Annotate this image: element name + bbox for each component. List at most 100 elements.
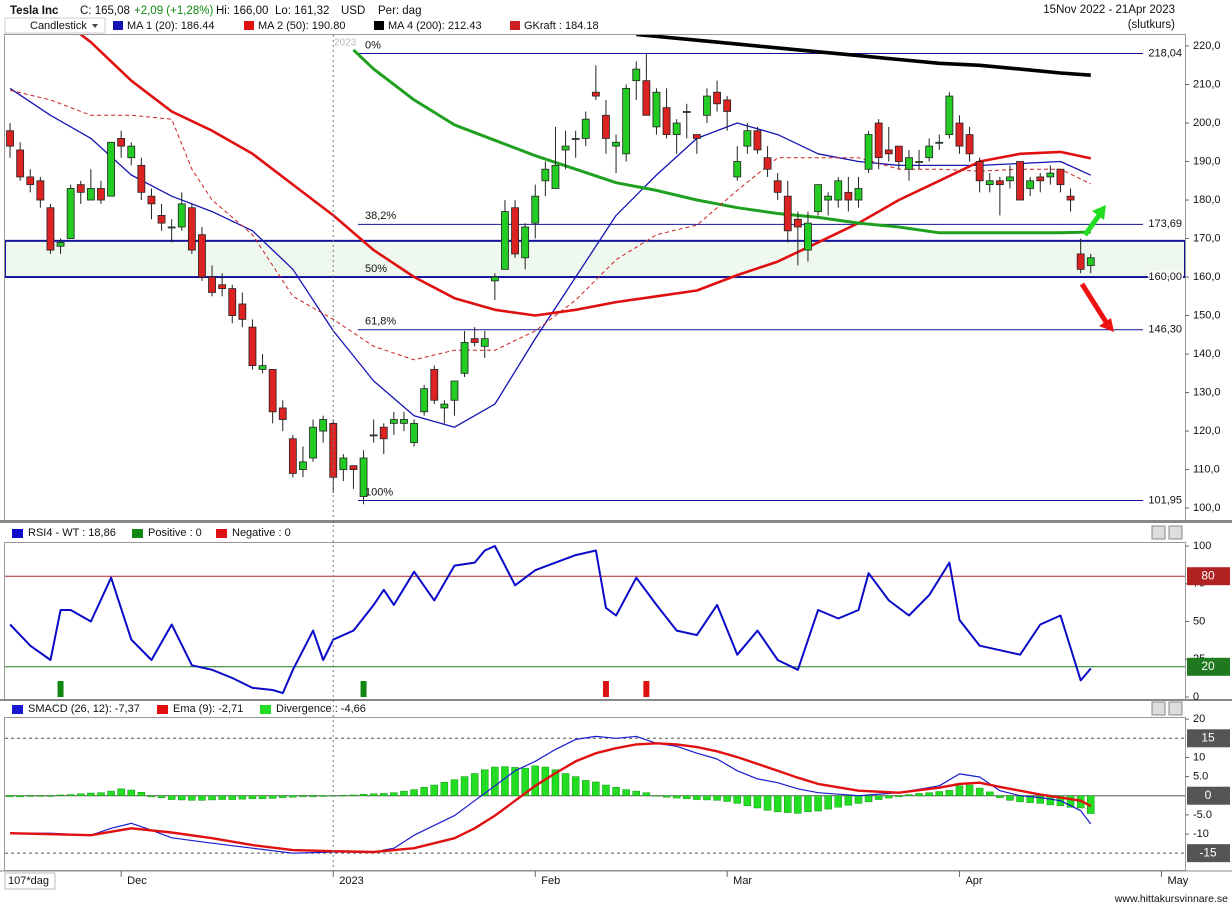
panel-close[interactable] (1168, 701, 1183, 716)
fib-value: 146,30 (1148, 324, 1182, 336)
candle-body (864, 134, 873, 170)
overlay: Tesla Inc C: 165,08 +2,09 (+1,28%) Hi: 1… (4, 4, 1230, 905)
candle-body (66, 188, 75, 239)
panel-settings[interactable] (1151, 525, 1166, 540)
candle-body (198, 234, 206, 278)
candle-body (1056, 168, 1065, 186)
period: Per: dag (378, 5, 421, 17)
divergence-bar (430, 784, 439, 796)
y-tick-label: 130,0 (1193, 386, 1221, 398)
divergence-bar (773, 795, 782, 813)
divergence-bar (935, 791, 944, 796)
divergence-bar (36, 795, 45, 797)
candle-body (400, 419, 408, 424)
divergence-bar (97, 792, 105, 796)
divergence-bar (662, 795, 671, 798)
divergence-bar (996, 795, 1004, 798)
y-tick-label: 170,0 (1193, 232, 1221, 244)
candle-body (319, 419, 328, 432)
period-box (4, 872, 56, 890)
legend-swatch (132, 529, 143, 538)
candle-body (884, 149, 893, 155)
candle-body (248, 326, 257, 366)
level-label: 20 (1201, 659, 1215, 673)
signal-bar (643, 681, 650, 697)
divergence-bar (289, 795, 297, 798)
candle-body (935, 141, 944, 144)
divergence-bar (167, 795, 176, 800)
candle-body (167, 226, 176, 229)
divergence-bar (349, 794, 358, 796)
divergence-bar (632, 790, 641, 796)
candle-body (561, 145, 570, 151)
candle-body (127, 145, 136, 159)
legend-label: Negative : 0 (232, 527, 291, 539)
level-box (1187, 567, 1230, 586)
divergence-bar (147, 795, 156, 798)
divergence-bar (238, 795, 247, 800)
currency: USD (341, 5, 365, 17)
divergence-bar (1016, 795, 1024, 803)
divergence-bar (127, 789, 136, 796)
candle-body (177, 203, 186, 228)
arrow-up (1082, 212, 1103, 237)
divergence-bar (733, 795, 742, 804)
divergence-bar (258, 795, 267, 800)
x-tick-label: 2023 (339, 875, 363, 887)
y-tick-label: 200,0 (1193, 117, 1221, 129)
divergence-bar (521, 767, 529, 796)
panel-close[interactable] (1168, 525, 1183, 540)
candle-body (925, 145, 934, 159)
fib-value: 101,95 (1148, 494, 1182, 506)
macd-plot (5, 735, 1185, 854)
y-tick-label: 210,0 (1193, 78, 1221, 90)
divergence-bar (592, 781, 600, 796)
candle-body (773, 180, 782, 193)
divergence-bar (885, 795, 893, 799)
y-tick-label: 120,0 (1193, 425, 1221, 437)
separator (0, 699, 1232, 701)
divergence-bar (1066, 795, 1075, 808)
candle-body (793, 218, 802, 228)
divergence-bar (107, 790, 115, 796)
divergence-bar (642, 792, 651, 796)
candle-body (228, 288, 237, 316)
divergence-bar (612, 787, 620, 796)
divergence-bar (369, 793, 378, 796)
candle-body (460, 342, 469, 374)
candle-body (753, 130, 762, 151)
panel-settings[interactable] (1151, 701, 1166, 716)
legend-swatch (374, 21, 384, 30)
divergence-bar (844, 795, 853, 806)
candle-body (187, 207, 196, 251)
legend-label[interactable]: Candlestick (30, 20, 87, 32)
divergence-bar (784, 795, 792, 813)
candle-body (1046, 172, 1055, 178)
candle-body (662, 107, 671, 135)
rsi-plot (5, 545, 1185, 697)
divergence-bar (763, 795, 772, 811)
candle-body (268, 369, 277, 413)
y-tick-label: 190,0 (1193, 155, 1221, 167)
candle-body (581, 118, 590, 139)
legend-box[interactable] (4, 17, 106, 34)
candle-body (703, 95, 711, 116)
period-label: 107*dag (8, 875, 49, 887)
candle-body (1086, 257, 1095, 266)
candle-body (36, 180, 45, 201)
divergence-bar (137, 792, 146, 796)
fib-label: 50% (365, 263, 387, 275)
candle-body (571, 138, 580, 140)
price-mode: (slutkurs) (1128, 19, 1175, 31)
divergence-bar (390, 792, 398, 796)
divergence-bar (551, 769, 560, 796)
candle-body (975, 161, 984, 182)
divergence-bar (753, 795, 762, 809)
candle-body (208, 276, 216, 293)
divergence-bar (188, 795, 196, 801)
dropdown-icon[interactable] (92, 24, 98, 28)
indicator-line (9, 545, 1092, 695)
divergence-bar (864, 795, 873, 803)
low: Lo: 161,32 (275, 5, 329, 17)
divergence-bar (299, 795, 307, 798)
